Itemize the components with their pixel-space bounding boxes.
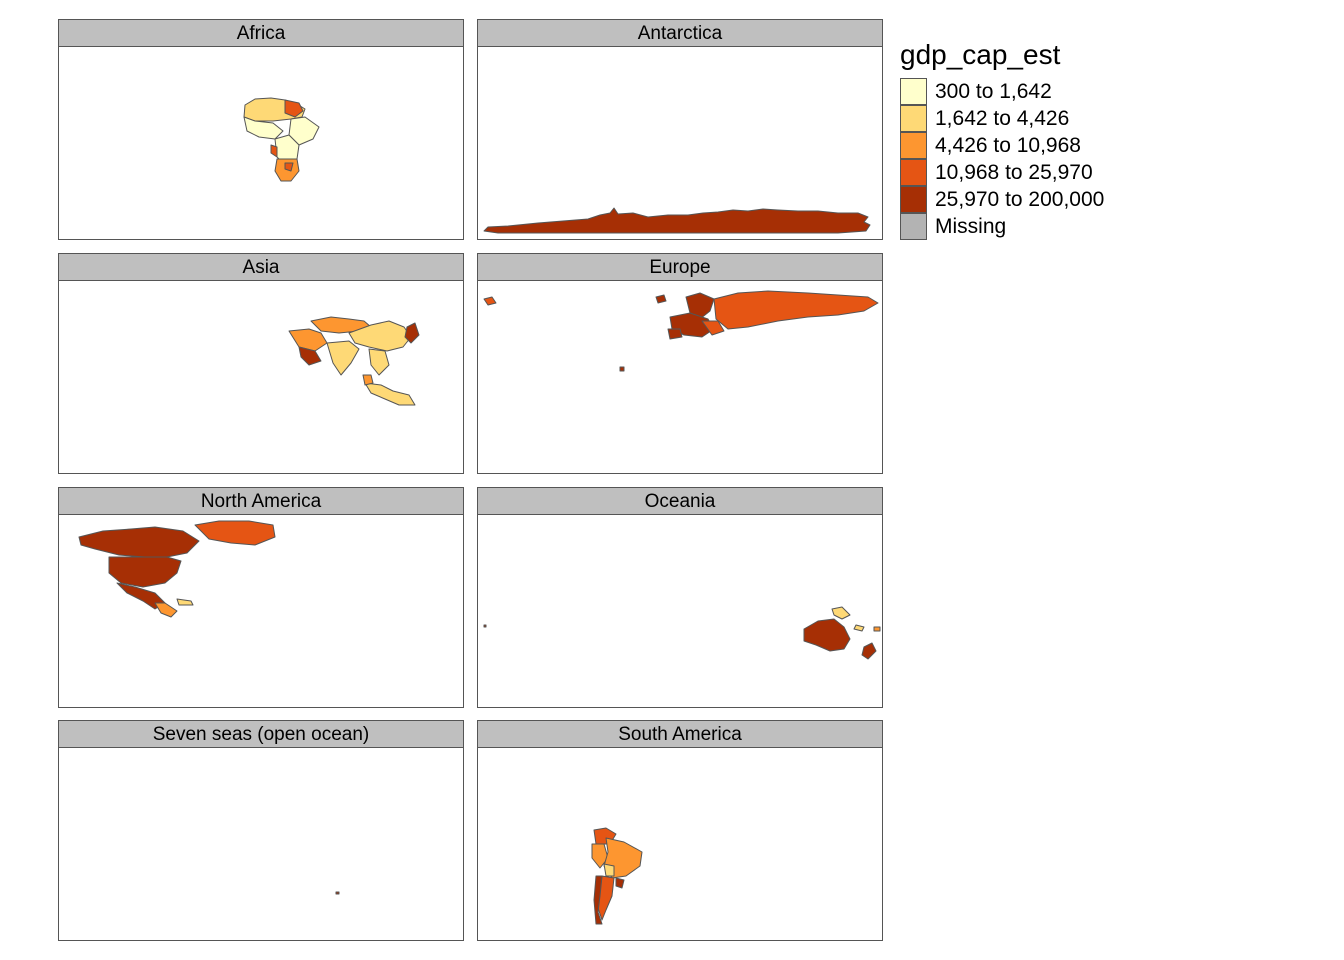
facet-strip-label: Europe xyxy=(477,253,883,281)
map-legend: gdp_cap_est 300 to 1,642 1,642 to 4,426 … xyxy=(900,38,1104,240)
legend-swatch xyxy=(900,132,927,159)
map-north-america xyxy=(58,515,464,708)
region-peru-ecuador xyxy=(591,843,609,869)
legend-item: 25,970 to 200,000 xyxy=(900,186,1104,213)
region-caribbean xyxy=(176,598,194,606)
legend-label: 1,642 to 4,426 xyxy=(935,106,1070,130)
region-dateline-sliver xyxy=(483,624,487,628)
region-gulf xyxy=(298,346,322,366)
map-antarctica xyxy=(477,47,883,240)
region-azores xyxy=(619,366,625,372)
region-antarctica xyxy=(483,207,871,234)
map-africa xyxy=(58,47,464,240)
region-usa xyxy=(108,556,182,588)
region-solomon-islands xyxy=(853,624,865,632)
legend-item: 300 to 1,642 xyxy=(900,78,1104,105)
facet-asia: Asia xyxy=(58,253,464,474)
facet-antarctica: Antarctica xyxy=(477,19,883,240)
facet-strip-label: Antarctica xyxy=(477,19,883,47)
map-seven-seas xyxy=(58,748,464,941)
region-japan-korea xyxy=(404,322,420,344)
facet-strip-label: Africa xyxy=(58,19,464,47)
legend-swatch xyxy=(900,186,927,213)
legend-item: 1,642 to 4,426 xyxy=(900,105,1104,132)
legend-label: 25,970 to 200,000 xyxy=(935,187,1105,211)
legend-swatch xyxy=(900,105,927,132)
map-europe xyxy=(477,281,883,474)
facet-strip-label: Oceania xyxy=(477,487,883,515)
legend-swatch xyxy=(900,78,927,105)
facet-strip-label: North America xyxy=(58,487,464,515)
legend-swatch xyxy=(900,159,927,186)
facet-south-america: South America xyxy=(477,720,883,941)
region-small-island xyxy=(335,891,340,895)
legend-label: 4,426 to 10,968 xyxy=(935,133,1081,157)
region-greenland-fragment xyxy=(483,296,497,306)
region-uruguay xyxy=(615,877,625,889)
legend-item: 10,968 to 25,970 xyxy=(900,159,1104,186)
map-south-america xyxy=(477,748,883,941)
region-chile xyxy=(593,875,603,925)
region-greenland xyxy=(194,520,276,546)
region-south-asia xyxy=(326,340,360,376)
legend-label: 10,968 to 25,970 xyxy=(935,160,1093,184)
region-botswana xyxy=(284,162,294,172)
region-fiji xyxy=(873,626,881,632)
region-svalbard xyxy=(655,294,667,304)
region-west-africa xyxy=(243,116,284,140)
map-asia xyxy=(58,281,464,474)
region-libya-egypt xyxy=(284,99,304,118)
legend-label: Missing xyxy=(935,214,1007,238)
region-gabon xyxy=(270,144,278,158)
facet-oceania: Oceania xyxy=(477,487,883,708)
facet-seven-seas: Seven seas (open ocean) xyxy=(58,720,464,941)
region-new-zealand xyxy=(861,642,877,660)
region-middle-east xyxy=(288,328,328,352)
region-bolivia xyxy=(603,863,615,877)
region-russia xyxy=(713,290,879,330)
region-papua-new-guinea xyxy=(831,606,851,620)
facet-europe: Europe xyxy=(477,253,883,474)
region-china xyxy=(348,320,412,352)
facet-north-america: North America xyxy=(58,487,464,708)
facet-strip-label: Asia xyxy=(58,253,464,281)
legend-title: gdp_cap_est xyxy=(900,39,1061,70)
map-oceania xyxy=(477,515,883,708)
region-eastern-europe xyxy=(701,320,725,336)
region-australia xyxy=(803,618,851,652)
legend-item: Missing xyxy=(900,213,1104,240)
facet-strip-label: Seven seas (open ocean) xyxy=(58,720,464,748)
facet-strip-label: South America xyxy=(477,720,883,748)
region-indonesia xyxy=(364,382,416,406)
region-malaysia xyxy=(362,374,374,386)
region-canada-alaska xyxy=(78,526,200,558)
region-iberia xyxy=(667,328,683,340)
legend-label: 300 to 1,642 xyxy=(935,79,1052,103)
legend-swatch xyxy=(900,213,927,240)
legend-item: 4,426 to 10,968 xyxy=(900,132,1104,159)
region-central-america xyxy=(154,602,178,618)
facet-africa: Africa xyxy=(58,19,464,240)
region-southeast-asia xyxy=(368,348,390,376)
